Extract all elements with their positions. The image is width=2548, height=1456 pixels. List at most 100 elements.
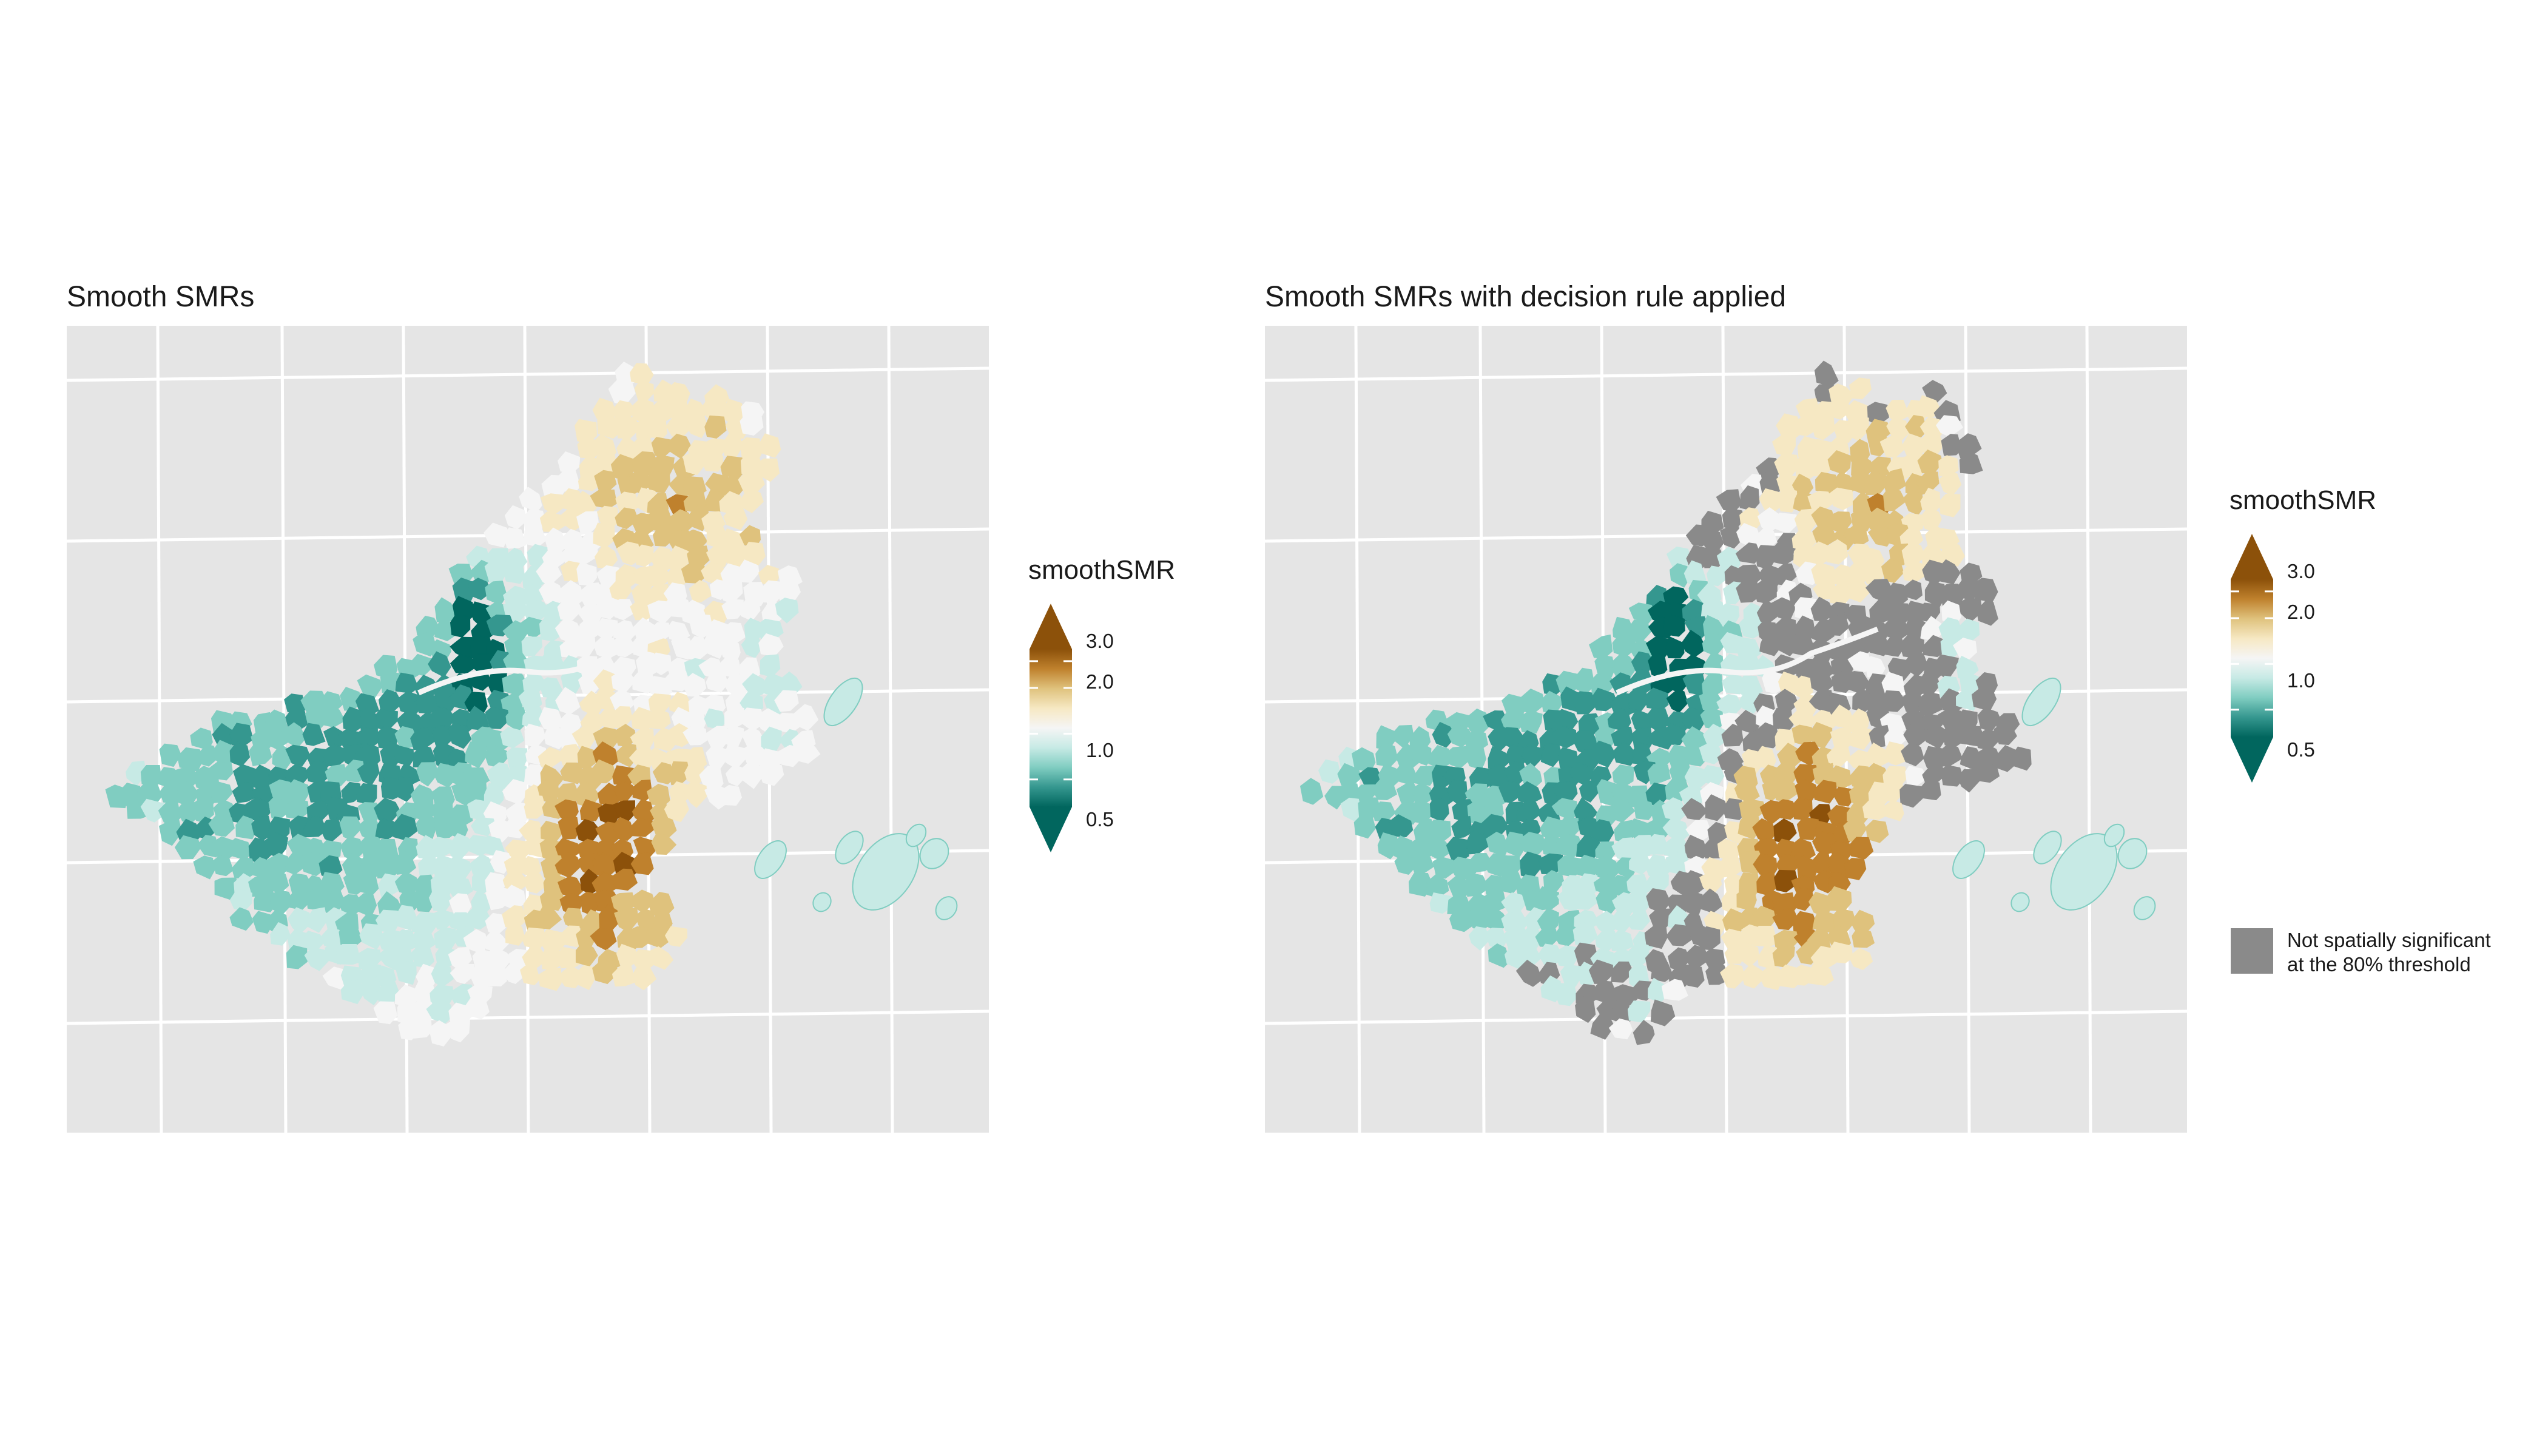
map-panel-1 bbox=[67, 326, 989, 1133]
tract-668 bbox=[664, 926, 688, 947]
tract-721 bbox=[1633, 1019, 1655, 1045]
tract-651 bbox=[1554, 922, 1576, 946]
charles-river bbox=[1616, 626, 1879, 696]
tract-651 bbox=[359, 923, 384, 950]
choropleth-map-1 bbox=[67, 326, 989, 1133]
tract-551 bbox=[212, 854, 234, 877]
tract-52 bbox=[594, 470, 617, 494]
tract-260 bbox=[1519, 689, 1546, 715]
legend-tick-2-0-a: 2.0 bbox=[1086, 670, 1114, 693]
tract-721 bbox=[465, 996, 490, 1020]
tract-86 bbox=[723, 503, 748, 530]
tract-552 bbox=[1432, 856, 1455, 879]
tract-718 bbox=[1650, 999, 1676, 1026]
tract-687 bbox=[1829, 942, 1853, 963]
tract-479 bbox=[1634, 799, 1655, 820]
tract-705 bbox=[1807, 962, 1835, 986]
tract-523 bbox=[174, 835, 201, 860]
tract-51 bbox=[1815, 471, 1837, 494]
tract-592 bbox=[523, 872, 547, 894]
tract-464 bbox=[126, 795, 150, 819]
tract-668 bbox=[1488, 943, 1511, 968]
tract-334 bbox=[1662, 722, 1687, 746]
tract-549 bbox=[1850, 837, 1874, 860]
tract-483 bbox=[1705, 794, 1728, 821]
tract-polygons bbox=[1299, 360, 2032, 1045]
tract-337 bbox=[1721, 724, 1744, 747]
graticule-parallel-4 bbox=[67, 1009, 989, 1025]
tract-46 bbox=[1959, 450, 1983, 474]
tract-398 bbox=[207, 761, 234, 781]
tract-138 bbox=[1736, 576, 1762, 603]
tract-478 bbox=[374, 797, 401, 824]
tract-608 bbox=[1572, 888, 1599, 910]
tract-445 bbox=[393, 776, 415, 802]
tract-109 bbox=[1825, 539, 1849, 565]
tract-33 bbox=[1941, 434, 1962, 456]
tract-705 bbox=[592, 960, 619, 985]
tract-62 bbox=[1777, 488, 1798, 513]
tract-462 bbox=[1919, 777, 1941, 801]
tract-108 bbox=[573, 542, 599, 565]
tract-16 bbox=[1810, 411, 1835, 440]
tract-329 bbox=[302, 723, 326, 746]
tract-520 bbox=[612, 817, 635, 841]
tract-358 bbox=[177, 747, 203, 772]
tract-609 bbox=[1596, 886, 1619, 914]
map-panel-2 bbox=[1265, 326, 2187, 1133]
tract-208 bbox=[1882, 636, 1905, 657]
colorbar-lower-arrow bbox=[1030, 807, 1072, 852]
tract-701 bbox=[1741, 963, 1764, 989]
tract-25 bbox=[740, 413, 764, 436]
tract-364 bbox=[1540, 743, 1563, 767]
tract-201 bbox=[1759, 633, 1782, 656]
tract-125 bbox=[576, 562, 598, 586]
tract-550 bbox=[193, 855, 216, 880]
tract-498 bbox=[208, 814, 235, 837]
tract-575 bbox=[1844, 858, 1867, 880]
tract-128 bbox=[1881, 558, 1904, 584]
tract-92 bbox=[1812, 523, 1838, 545]
tract-196 bbox=[1664, 636, 1685, 659]
tract-352 bbox=[1994, 723, 2017, 746]
island-5 bbox=[919, 838, 949, 869]
tract-30 bbox=[1879, 435, 1904, 458]
tract-456 bbox=[1812, 780, 1838, 804]
tract-291 bbox=[1518, 710, 1543, 734]
island-1 bbox=[1952, 840, 1985, 879]
tract-175 bbox=[775, 598, 799, 624]
island-4 bbox=[2103, 823, 2125, 848]
tract-635 bbox=[466, 906, 493, 930]
tract-716 bbox=[373, 1001, 398, 1025]
tract-549 bbox=[651, 832, 677, 855]
graticule-meridian-6 bbox=[2085, 326, 2092, 1133]
tract-723 bbox=[410, 1014, 433, 1039]
tract-504 bbox=[320, 817, 344, 843]
tract-151 bbox=[1973, 578, 1998, 603]
tract-212 bbox=[701, 633, 724, 659]
tract-427 bbox=[1971, 759, 2000, 783]
colorbar-gradient bbox=[1030, 649, 1072, 807]
tract-719 bbox=[426, 997, 453, 1024]
island-4 bbox=[905, 823, 927, 848]
tract-22 bbox=[684, 416, 708, 439]
tract-672 bbox=[336, 943, 362, 965]
tract-123 bbox=[1795, 561, 1819, 585]
charles-river bbox=[417, 626, 681, 696]
tract-620 bbox=[1793, 887, 1815, 911]
tract-538 bbox=[1647, 834, 1668, 855]
legend-panel-2: smoothSMR 3.0 2.0 1.0 0.5 Not spatially … bbox=[2230, 482, 2545, 998]
tract-117 bbox=[741, 542, 766, 565]
tract-494 bbox=[664, 798, 689, 823]
colorbar-upper-arrow bbox=[2231, 534, 2273, 579]
tract-702 bbox=[1758, 967, 1783, 991]
tract-147 bbox=[1903, 579, 1923, 601]
tract-150 bbox=[689, 579, 713, 604]
tract-713 bbox=[1661, 979, 1688, 1001]
graticule-parallel-0 bbox=[1265, 366, 2187, 382]
colorbar-1 bbox=[1030, 604, 1072, 852]
tract-503 bbox=[303, 815, 328, 838]
graticule-parallel-0 bbox=[67, 366, 989, 382]
tract-368 bbox=[1612, 740, 1639, 766]
tract-405 bbox=[342, 760, 366, 783]
